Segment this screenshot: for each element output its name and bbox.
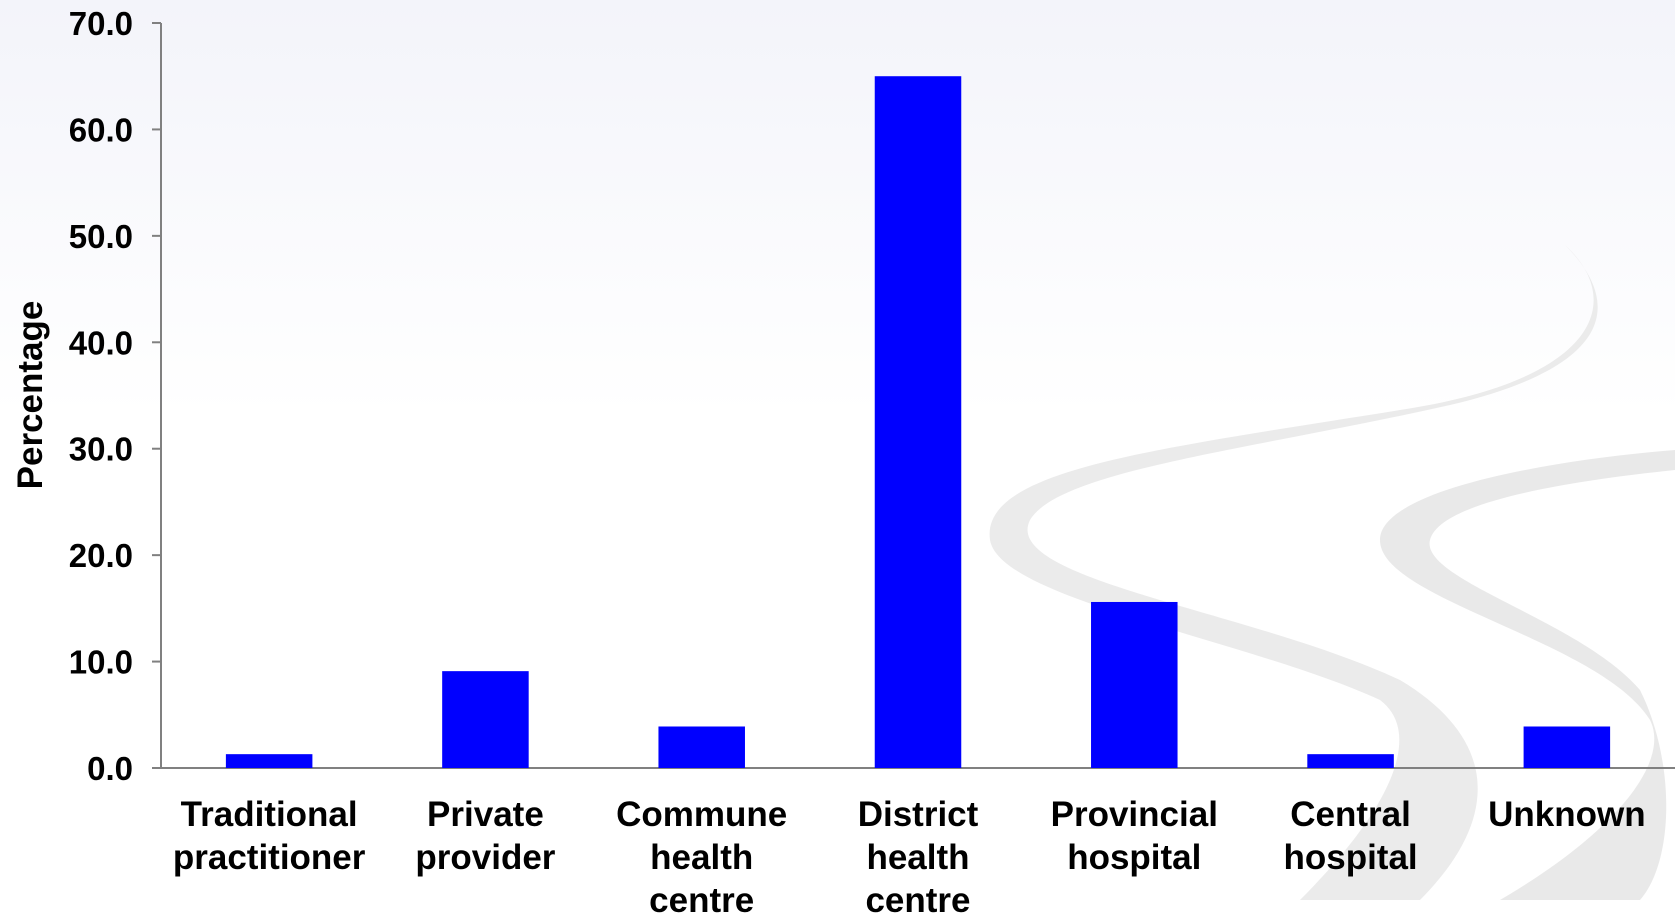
x-category-label-line: hospital bbox=[1283, 838, 1417, 877]
x-category-label-line: Traditional bbox=[181, 795, 358, 834]
x-category-label-line: provider bbox=[415, 838, 555, 877]
y-tick-label: 20.0 bbox=[69, 537, 133, 574]
y-tick-label: 60.0 bbox=[69, 111, 133, 148]
x-category-label: Traditional practitioner bbox=[173, 795, 366, 877]
x-category-label: Unknown bbox=[1488, 795, 1645, 834]
bar bbox=[874, 76, 962, 768]
y-tick-label: 10.0 bbox=[69, 644, 133, 681]
x-category-label-line: District bbox=[858, 795, 979, 834]
y-tick-label: 40.0 bbox=[69, 324, 133, 361]
background-swoosh bbox=[989, 245, 1675, 900]
x-category-label: Provincial hospital bbox=[1051, 795, 1218, 877]
x-category-label-line: practitioner bbox=[173, 838, 366, 877]
x-category-label-line: Commune bbox=[616, 795, 787, 834]
x-category-label: District health centre bbox=[858, 795, 979, 920]
y-axis-title: Percentage bbox=[11, 301, 50, 490]
x-category-label-line: Provincial bbox=[1051, 795, 1218, 834]
y-tick-label: 30.0 bbox=[69, 431, 133, 468]
x-category-label-line: hospital bbox=[1067, 838, 1201, 877]
x-category-label: Commune health centre bbox=[616, 795, 787, 920]
x-category-label-line: Private bbox=[427, 795, 544, 834]
bar bbox=[225, 754, 313, 768]
x-category-label-line: Central bbox=[1290, 795, 1411, 834]
bar bbox=[1523, 726, 1611, 768]
y-axis: 0.0 10.0 20.0 30.0 40.0 50.0 60.0 70.0 bbox=[69, 5, 162, 787]
x-category-label-line: health bbox=[650, 838, 753, 877]
y-tick-label: 0.0 bbox=[87, 750, 133, 787]
y-tick-label: 70.0 bbox=[69, 5, 133, 42]
bars bbox=[225, 76, 1611, 768]
x-category-label-line: centre bbox=[649, 881, 754, 920]
bar bbox=[658, 726, 745, 768]
x-category-label: Central hospital bbox=[1283, 795, 1417, 877]
category-labels: Traditional practitioner Private provider Co… bbox=[173, 795, 1646, 920]
bar bbox=[442, 671, 529, 768]
x-category-label-line: centre bbox=[865, 881, 970, 920]
y-tick-label: 50.0 bbox=[69, 218, 133, 255]
x-category-label-line: health bbox=[866, 838, 969, 877]
x-category-label: Private provider bbox=[415, 795, 555, 877]
bar bbox=[1091, 601, 1178, 768]
bar bbox=[1307, 754, 1394, 768]
x-category-label-line: Unknown bbox=[1488, 795, 1645, 834]
